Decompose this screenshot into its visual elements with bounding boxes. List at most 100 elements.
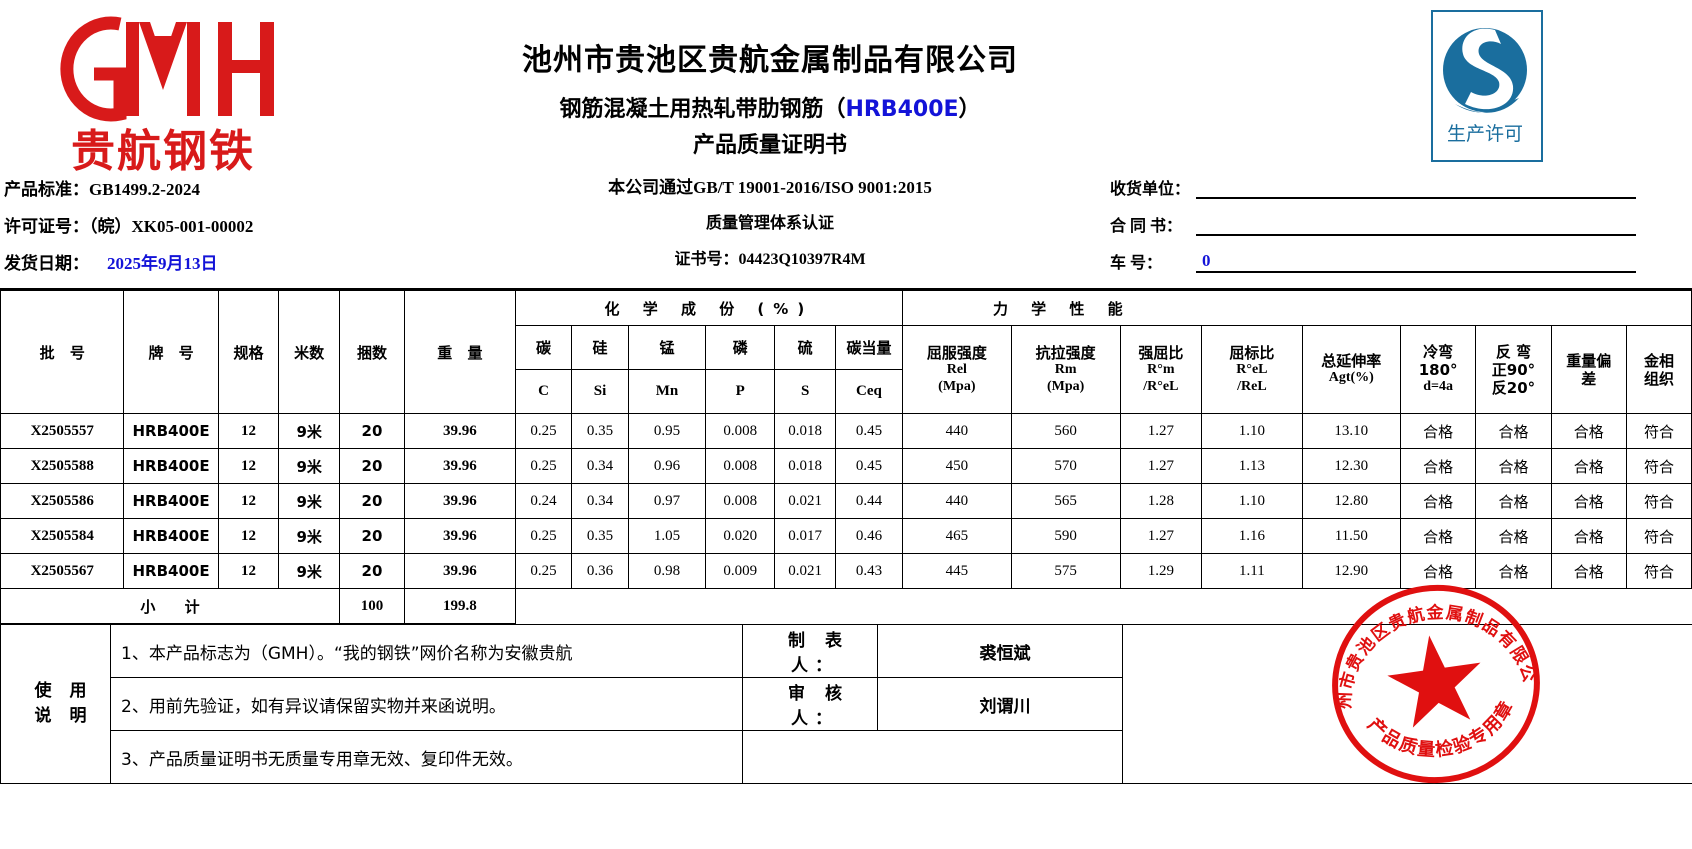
cell-agt: 13.10 <box>1301 413 1401 449</box>
cell-ratio-rel: 1.10 <box>1201 483 1303 519</box>
cell-p: 0.020 <box>705 518 776 554</box>
group-head-mechanical: 力 学 性 能 <box>901 289 1692 326</box>
col-head-rel: 屈服强度 Rel (Mpa) <box>901 325 1012 414</box>
col-head-ceq-cn: 碳当量 <box>834 325 903 370</box>
cell-rel: 440 <box>901 413 1012 449</box>
field-input-contract[interactable] <box>1196 214 1636 236</box>
col-head-cold-bend: 冷弯 180° d=4a <box>1399 325 1477 414</box>
col-head-rel-l2: Rel <box>946 361 967 377</box>
cell-weight-dev: 合格 <box>1550 483 1627 519</box>
cell-brand: HRB400E <box>123 553 219 589</box>
product-line: 钢筋混凝土用热轧带肋钢筋（HRB400E） <box>330 91 1210 123</box>
cell-metallo: 符合 <box>1625 553 1692 589</box>
cell-brand: HRB400E <box>123 483 219 519</box>
meta-label-ship-date: 发货日期： <box>4 254 89 273</box>
col-head-ratio-rm-l3: /R°eL <box>1143 378 1179 394</box>
cell-ceq: 0.44 <box>834 483 903 519</box>
cell-lot: X2505584 <box>0 518 125 554</box>
cell-cold-bend: 合格 <box>1399 553 1477 589</box>
cell-ratio-rm: 1.29 <box>1119 553 1203 589</box>
col-head-s-cn: 硫 <box>774 325 836 370</box>
auditor-label: 审 核 人： <box>742 677 878 731</box>
cell-ratio-rel: 1.13 <box>1201 448 1303 484</box>
cell-bundles: 20 <box>339 483 405 519</box>
cell-rel: 445 <box>901 553 1012 589</box>
table-row: X2505584 HRB400E 12 9米 20 39.96 0.25 0.3… <box>0 518 1692 554</box>
cell-p: 0.008 <box>705 413 776 449</box>
cell-si: 0.35 <box>571 413 629 449</box>
cell-lot: X2505586 <box>0 483 125 519</box>
cell-mn: 0.98 <box>627 553 707 589</box>
left-meta-block: 产品标准：GB1499.2-2024 许可证号：（皖）XK05-001-0000… <box>4 175 253 286</box>
col-head-agt-l1: 总延伸率 <box>1321 352 1382 371</box>
cell-ceq: 0.45 <box>834 448 903 484</box>
subtotal-label: 小 计 <box>0 588 341 624</box>
cell-c: 0.25 <box>514 553 573 589</box>
usage-note-1: 1、本产品标志为（GMH）。“我的钢铁”网价名称为安徽贵航 <box>110 624 743 678</box>
col-head-spec: 规格 <box>217 289 280 414</box>
col-head-s-sym: S <box>774 369 836 414</box>
cell-agt: 12.30 <box>1301 448 1401 484</box>
certificate-number: 证书号：04423Q10397R4M <box>674 250 866 268</box>
field-label-receiver: 收货单位： <box>1110 181 1191 198</box>
cell-reverse-bend: 合格 <box>1475 448 1552 484</box>
cell-ratio-rm: 1.28 <box>1119 483 1203 519</box>
cell-lot: X2505567 <box>0 553 125 589</box>
cell-length: 9米 <box>278 448 341 484</box>
table-subtotal-row: 小 计 100 199.8 <box>0 588 1692 624</box>
cell-reverse-bend: 合格 <box>1475 553 1552 589</box>
field-label-vehicle: 车 号： <box>1110 255 1163 272</box>
field-input-receiver[interactable] <box>1196 177 1636 199</box>
cell-cold-bend: 合格 <box>1399 448 1477 484</box>
field-input-vehicle[interactable]: 0 <box>1196 251 1636 273</box>
field-value-vehicle: 0 <box>1202 251 1211 270</box>
logo-text: 贵航钢铁 <box>71 126 255 177</box>
product-grade: HRB400E <box>845 96 959 122</box>
cell-rel: 450 <box>901 448 1012 484</box>
col-head-c-cn: 碳 <box>514 325 573 370</box>
col-head-metallo-l1: 金相 <box>1643 351 1674 370</box>
footer-table: 使 用 说 明 1、本产品标志为（GMH）。“我的钢铁”网价名称为安徽贵航 制 … <box>0 624 1692 784</box>
col-head-ratio-rel: 屈标比 R°eL /ReL <box>1201 325 1303 414</box>
cell-lot: X2505557 <box>0 413 125 449</box>
cell-ratio-rel: 1.10 <box>1201 413 1303 449</box>
usage-note-3: 3、产品质量证明书无质量专用章无效、复印件无效。 <box>110 730 743 784</box>
product-line-suffix: ） <box>958 96 981 122</box>
col-head-mn-sym: Mn <box>627 369 707 414</box>
col-head-lot: 批 号 <box>0 289 125 414</box>
table-group-header-row: 批 号 牌 号 规格 米数 捆数 重 量 化 学 成 份 (%) 力 学 性 能 <box>0 289 1692 414</box>
cell-brand: HRB400E <box>123 518 219 554</box>
cell-metallo: 符合 <box>1625 448 1692 484</box>
usage-label: 使 用 说 明 <box>0 624 111 784</box>
col-head-rel-l3: (Mpa) <box>938 378 976 394</box>
col-head-weight: 重 量 <box>403 289 516 414</box>
cell-ceq: 0.46 <box>834 518 903 554</box>
field-row-vehicle: 车 号： 0 <box>1110 249 1636 273</box>
col-head-rel-l1: 屈服强度 <box>926 343 987 362</box>
col-head-rm-l1: 抗拉强度 <box>1035 343 1096 362</box>
cell-weight: 39.96 <box>403 553 516 589</box>
cell-rm: 565 <box>1010 483 1121 519</box>
cell-rm: 560 <box>1010 413 1121 449</box>
col-head-weight-dev: 重量偏 差 <box>1550 325 1627 414</box>
cell-ratio-rel: 1.16 <box>1201 518 1303 554</box>
col-head-metallo: 金相 组织 <box>1625 325 1692 414</box>
cell-cold-bend: 合格 <box>1399 413 1477 449</box>
cell-mn: 0.95 <box>627 413 707 449</box>
cell-si: 0.34 <box>571 448 629 484</box>
cell-si: 0.35 <box>571 518 629 554</box>
cell-s: 0.021 <box>774 553 836 589</box>
cell-rel: 465 <box>901 518 1012 554</box>
cell-length: 9米 <box>278 553 341 589</box>
meta-value-ship-date: 2025年9月13日 <box>107 254 218 273</box>
cell-weight: 39.96 <box>403 448 516 484</box>
col-head-ratio-rm: 强屈比 R°m /R°eL <box>1119 325 1203 414</box>
gmh-logo: 贵航钢铁 <box>48 8 278 178</box>
cell-bundles: 20 <box>339 518 405 554</box>
cell-rm: 570 <box>1010 448 1121 484</box>
cell-rm: 590 <box>1010 518 1121 554</box>
cell-length: 9米 <box>278 483 341 519</box>
cell-weight-dev: 合格 <box>1550 553 1627 589</box>
cell-mn: 1.05 <box>627 518 707 554</box>
col-head-weight-dev-l2: 差 <box>1581 369 1597 388</box>
